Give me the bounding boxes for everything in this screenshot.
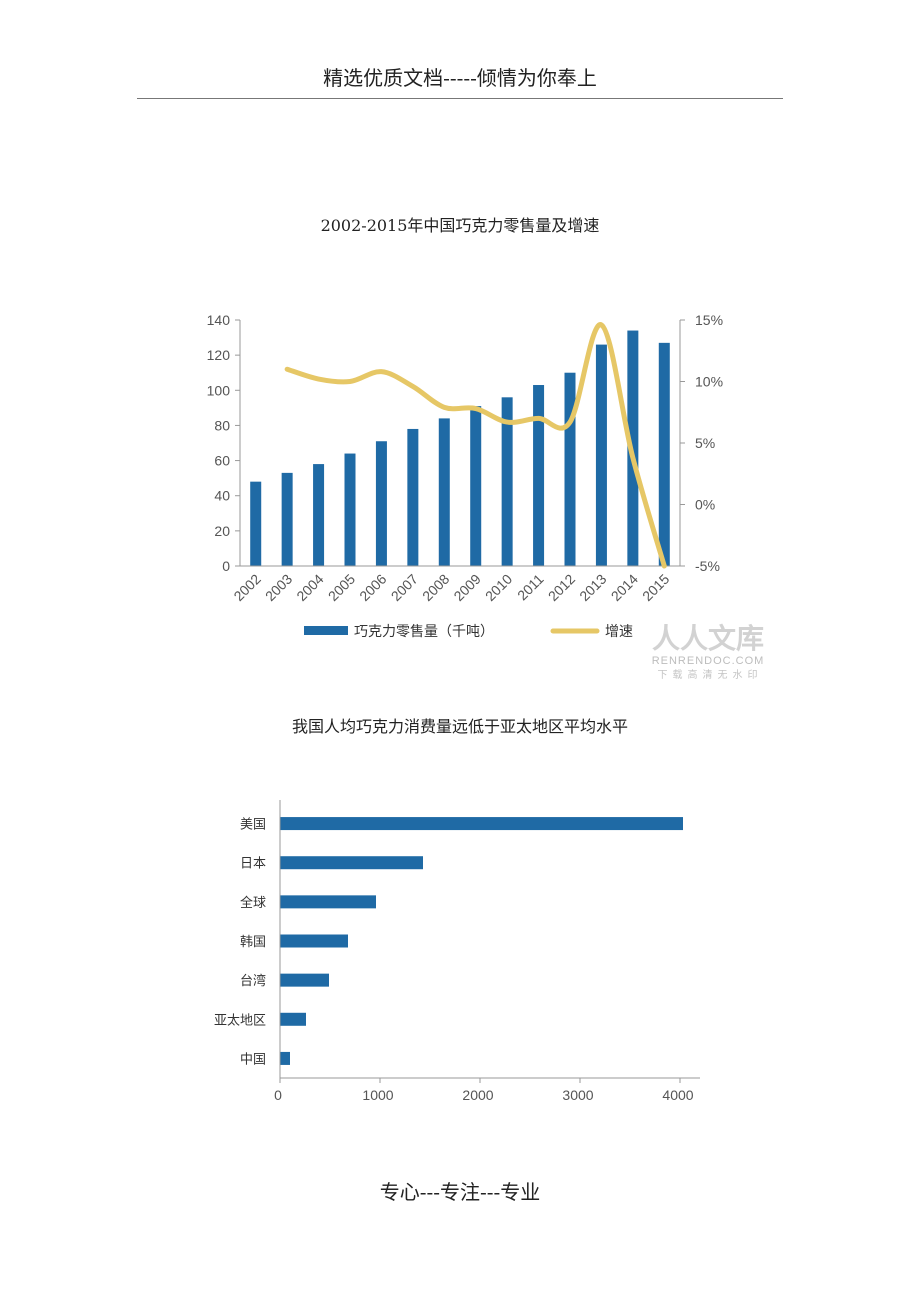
legend-line-label: 增速 <box>605 624 633 640</box>
watermark-main: 人人文库 <box>652 622 764 655</box>
y-tick-label: 120 <box>207 347 231 363</box>
x-tick-label: 1000 <box>362 1087 393 1103</box>
x-tick-label: 2003 <box>262 571 295 604</box>
page-footer: 专心---专注---专业 <box>379 1180 541 1204</box>
watermark-domain: RENRENDOC.COM <box>652 655 765 667</box>
category-label: 韩国 <box>240 935 266 950</box>
x-tick-label: 2008 <box>419 571 452 604</box>
chart1-title: 2002-2015年中国巧克力零售量及增速 <box>320 216 600 235</box>
category-label: 美国 <box>240 818 266 833</box>
y-tick-label: 140 <box>207 312 231 328</box>
category-label: 全球 <box>240 895 266 911</box>
hbar-全球 <box>280 895 376 909</box>
y-tick-label: 100 <box>207 382 231 398</box>
x-tick-label: 3000 <box>562 1087 593 1103</box>
y2-tick-label: 0% <box>695 497 715 513</box>
bar-2010 <box>501 397 513 566</box>
chart2-title: 我国人均巧克力消费量远低于亚太地区平均水平 <box>291 717 628 736</box>
bar-2012 <box>564 372 576 566</box>
hbar-台湾 <box>280 973 329 987</box>
legend-bar-swatch <box>304 626 348 635</box>
y-tick-label: 40 <box>214 488 230 504</box>
bar-2004 <box>313 464 325 566</box>
x-tick-label: 2002 <box>230 571 263 604</box>
x-tick-label: 2006 <box>356 571 389 604</box>
growth-rate-line <box>284 322 667 569</box>
category-label: 台湾 <box>240 973 266 989</box>
legend-bar-label: 巧克力零售量（千吨） <box>354 624 494 640</box>
x-tick-label: 2010 <box>482 571 515 604</box>
bar-2009 <box>470 406 482 566</box>
x-tick-label: 2013 <box>576 571 609 604</box>
y-tick-label: 0 <box>222 558 230 574</box>
hbar-韩国 <box>280 934 348 948</box>
bar-2011 <box>533 385 545 566</box>
y2-tick-label: -5% <box>695 558 720 574</box>
category-label: 亚太地区 <box>214 1013 266 1028</box>
x-tick-label: 2015 <box>639 571 672 604</box>
category-label: 中国 <box>240 1052 266 1067</box>
x-tick-label: 2012 <box>545 571 578 604</box>
hbar-日本 <box>280 856 423 870</box>
x-tick-label: 4000 <box>662 1087 693 1103</box>
bar-2006 <box>375 441 387 566</box>
watermark-tagline: 下载高清无水印 <box>658 668 763 681</box>
bar-2013 <box>595 344 607 566</box>
x-tick-label: 2011 <box>514 571 547 604</box>
y-tick-label: 20 <box>214 523 230 539</box>
y2-tick-label: 10% <box>695 374 723 390</box>
y2-tick-label: 5% <box>695 435 715 451</box>
x-tick-label: 0 <box>274 1087 282 1103</box>
y-tick-label: 60 <box>214 453 230 469</box>
x-tick-label: 2004 <box>293 571 326 604</box>
x-tick-label: 2005 <box>325 571 358 604</box>
category-label: 日本 <box>240 857 266 872</box>
x-tick-label: 2014 <box>608 571 641 604</box>
y2-tick-label: 15% <box>695 312 723 328</box>
bar-2003 <box>281 472 293 566</box>
page-header: 精选优质文档-----倾情为你奉上 <box>323 66 597 90</box>
bar-2005 <box>344 453 356 566</box>
hbar-中国 <box>280 1051 290 1065</box>
bar-2007 <box>407 428 419 566</box>
header-divider <box>137 98 783 99</box>
bar-2015 <box>658 342 670 566</box>
y-tick-label: 80 <box>214 417 230 433</box>
bar-2008 <box>438 418 450 566</box>
hbar-亚太地区 <box>280 1012 306 1026</box>
watermark: 人人文库 RENRENDOC.COM 下载高清无水印 <box>652 622 765 681</box>
x-tick-label: 2007 <box>388 571 421 604</box>
x-tick-label: 2000 <box>462 1087 493 1103</box>
bar-2002 <box>250 481 262 566</box>
hbar-美国 <box>280 817 683 831</box>
x-tick-label: 2009 <box>450 571 483 604</box>
